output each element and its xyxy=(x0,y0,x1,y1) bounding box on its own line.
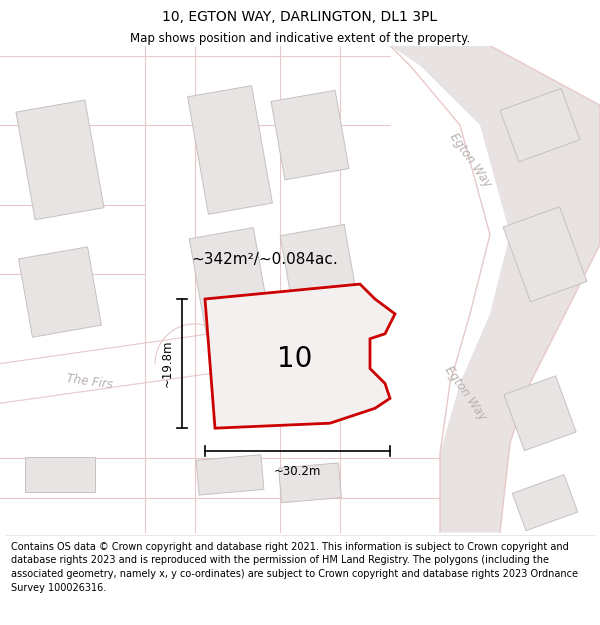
Polygon shape xyxy=(25,458,95,492)
Polygon shape xyxy=(280,224,360,324)
Polygon shape xyxy=(512,474,578,531)
Text: ~30.2m: ~30.2m xyxy=(274,465,321,478)
Text: The Firs: The Firs xyxy=(66,372,114,391)
Text: 10, EGTON WAY, DARLINGTON, DL1 3PL: 10, EGTON WAY, DARLINGTON, DL1 3PL xyxy=(163,10,437,24)
Text: ~19.8m: ~19.8m xyxy=(161,340,174,388)
Polygon shape xyxy=(278,463,341,503)
Polygon shape xyxy=(16,100,104,220)
Polygon shape xyxy=(500,88,580,162)
Text: Egton Way: Egton Way xyxy=(446,130,493,189)
Polygon shape xyxy=(19,247,101,338)
Text: Contains OS data © Crown copyright and database right 2021. This information is : Contains OS data © Crown copyright and d… xyxy=(11,542,578,592)
Polygon shape xyxy=(205,284,395,428)
Polygon shape xyxy=(504,376,576,451)
Polygon shape xyxy=(196,455,264,495)
Polygon shape xyxy=(271,90,349,180)
Text: 10: 10 xyxy=(277,344,313,372)
Polygon shape xyxy=(503,207,587,302)
Text: ~342m²/~0.084ac.: ~342m²/~0.084ac. xyxy=(191,252,338,267)
Text: Egton Way: Egton Way xyxy=(442,364,488,423)
Text: Map shows position and indicative extent of the property.: Map shows position and indicative extent… xyxy=(130,32,470,45)
Polygon shape xyxy=(190,228,271,337)
Polygon shape xyxy=(390,46,600,532)
Polygon shape xyxy=(188,86,272,214)
